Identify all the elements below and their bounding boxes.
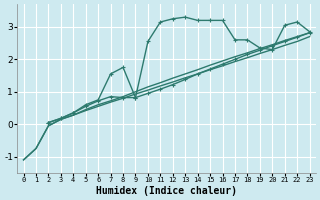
X-axis label: Humidex (Indice chaleur): Humidex (Indice chaleur) xyxy=(96,186,237,196)
